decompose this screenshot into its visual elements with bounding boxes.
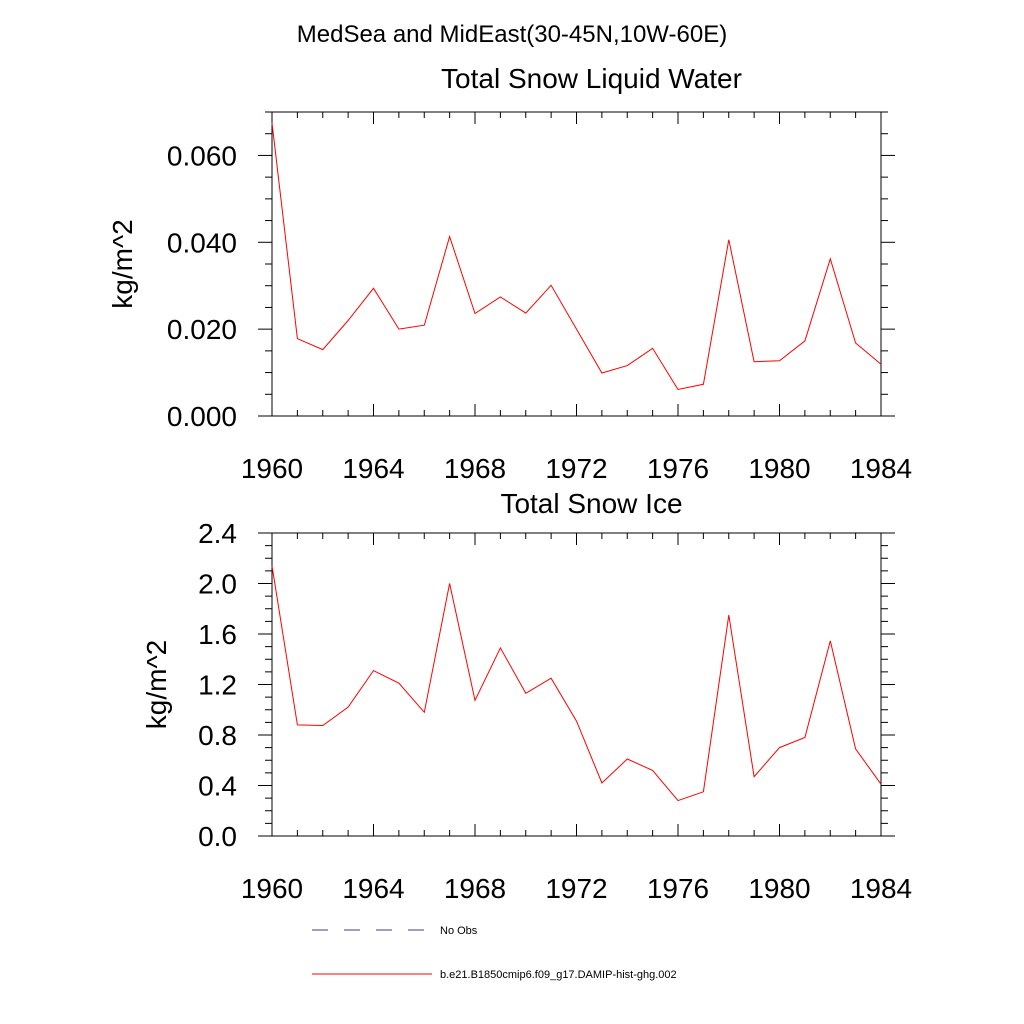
x-tick-label: 1960 [241, 453, 303, 484]
y-tick-label: 0.0 [198, 821, 237, 852]
x-tick-label: 1976 [647, 873, 709, 904]
main-title: MedSea and MidEast(30-45N,10W-60E) [297, 21, 727, 48]
chart-title: Total Snow Liquid Water [441, 63, 742, 94]
y-tick-label: 0.060 [167, 140, 237, 171]
x-tick-label: 1980 [748, 453, 810, 484]
panel-snow-ice: Total Snow Ice kg/m^2 1960 1964 1968 1972 1976… [141, 488, 912, 904]
y-tick-label: 0.4 [198, 771, 237, 802]
x-tick-label: 1968 [444, 453, 506, 484]
plot-frame [271, 111, 882, 417]
y-tick-label: 0.040 [167, 227, 237, 258]
chart-title: Total Snow Ice [500, 488, 682, 519]
x-tick-label: 1972 [545, 453, 607, 484]
x-tick-label: 1984 [850, 453, 912, 484]
y-tick-label: 2.4 [198, 518, 237, 549]
y-axis-label: kg/m^2 [107, 219, 138, 308]
series-line [271, 565, 882, 802]
x-tick-label: 1960 [241, 873, 303, 904]
x-tick-label: 1976 [647, 453, 709, 484]
x-tick-label: 1964 [342, 873, 404, 904]
x-tick-label: 1972 [545, 873, 607, 904]
legend-label-no-obs: No Obs [440, 925, 478, 937]
y-tick-label: 2.0 [198, 569, 237, 600]
x-tick-label: 1968 [444, 873, 506, 904]
y-axis-label: kg/m^2 [141, 640, 172, 729]
panel-snow-liquid-water: Total Snow Liquid Water kg/m^2 1960 1964 196… [107, 63, 912, 484]
y-tick-label: 0.020 [167, 314, 237, 345]
x-tick-label: 1980 [748, 873, 810, 904]
x-tick-label: 1964 [342, 453, 404, 484]
y-tick-label: 1.6 [198, 619, 237, 650]
y-tick-label: 0.8 [198, 720, 237, 751]
x-tick-label: 1984 [850, 873, 912, 904]
series-line [271, 122, 882, 391]
y-tick-label: 0.000 [167, 401, 237, 432]
y-tick-label: 1.2 [198, 670, 237, 701]
legend: No Obs b.e21.B1850cmip6.f09_g17.DAMIP-hi… [312, 925, 677, 981]
legend-label-model-run: b.e21.B1850cmip6.f09_g17.DAMIP-hist-ghg.… [440, 969, 677, 981]
